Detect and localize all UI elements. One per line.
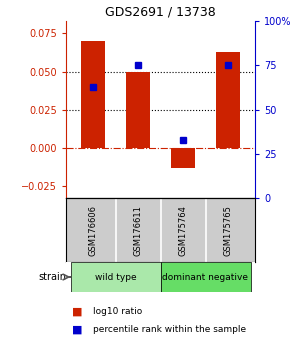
Text: GSM175764: GSM175764: [178, 205, 188, 256]
Bar: [81, 41, 105, 148]
Text: dominant negative: dominant negative: [163, 273, 248, 281]
Text: ■: ■: [72, 324, 83, 334]
Text: log10 ratio: log10 ratio: [93, 307, 142, 316]
Text: wild type: wild type: [95, 273, 136, 281]
Bar: [126, 72, 150, 148]
Bar: [171, 148, 195, 168]
Title: GDS2691 / 13738: GDS2691 / 13738: [105, 6, 216, 19]
Text: GSM176606: GSM176606: [88, 205, 98, 256]
Bar: [216, 52, 240, 148]
Text: percentile rank within the sample: percentile rank within the sample: [93, 325, 246, 334]
Bar: [160, 262, 250, 292]
Text: GSM175765: GSM175765: [224, 205, 232, 256]
Text: GSM176611: GSM176611: [134, 205, 142, 256]
Text: strain: strain: [39, 272, 67, 282]
Bar: [70, 262, 160, 292]
Text: ■: ■: [72, 307, 83, 316]
